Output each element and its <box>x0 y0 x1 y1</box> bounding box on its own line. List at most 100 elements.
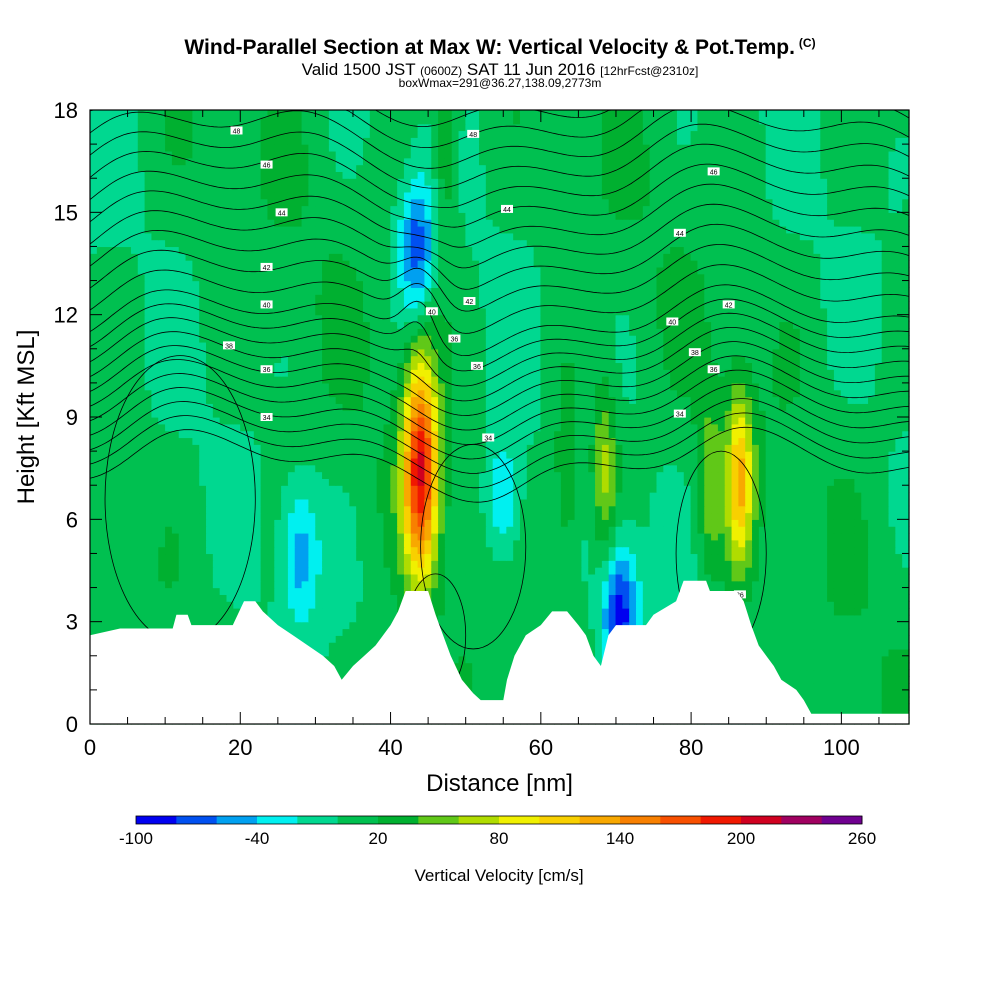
field-cell <box>861 512 869 520</box>
field-cell <box>335 532 344 541</box>
field-cell <box>322 546 330 555</box>
field-cell <box>322 444 330 452</box>
field-cell <box>895 587 903 595</box>
field-cell <box>670 457 678 466</box>
field-cell <box>711 512 719 520</box>
field-cell <box>663 471 671 479</box>
field-cell <box>676 532 685 541</box>
field-cell <box>533 608 542 616</box>
field-cell <box>260 546 269 555</box>
field-cell <box>308 621 316 630</box>
field-cell <box>349 573 357 582</box>
field-cell <box>827 662 835 671</box>
field-cell <box>356 471 364 479</box>
field-cell <box>786 628 794 636</box>
field-cell <box>267 526 275 534</box>
field-cell <box>649 560 658 568</box>
field-cell <box>363 457 371 466</box>
field-cell <box>540 532 548 541</box>
field-cell <box>178 457 187 466</box>
field-cell <box>363 512 371 520</box>
field-cell <box>724 505 733 514</box>
field-cell <box>151 505 159 514</box>
field-cell <box>281 573 289 582</box>
field-cell <box>383 526 391 534</box>
field-cell <box>267 560 275 568</box>
field-cell <box>328 587 337 595</box>
field-cell <box>376 451 385 459</box>
field-cell <box>772 628 780 636</box>
field-cell <box>642 457 651 466</box>
field-cell <box>881 635 890 643</box>
field-cell <box>833 519 842 527</box>
field-cell <box>765 539 774 548</box>
field-cell <box>178 546 187 555</box>
field-cell <box>342 669 350 677</box>
field-cell <box>854 532 862 541</box>
field-cell <box>390 587 398 595</box>
field-cell <box>472 526 480 534</box>
field-cell <box>792 567 801 575</box>
field-cell <box>799 498 808 507</box>
field-cell <box>881 498 890 507</box>
field-cell <box>833 587 842 595</box>
field-cell <box>772 648 780 657</box>
field-cell <box>335 498 344 507</box>
field-cell <box>308 532 316 541</box>
field-cell <box>519 628 528 636</box>
field-cell <box>895 553 903 561</box>
field-cell <box>397 498 405 507</box>
field-cell <box>888 580 896 589</box>
field-cell <box>772 580 780 589</box>
field-cell <box>649 608 658 616</box>
field-cell <box>376 553 385 561</box>
field-cell <box>574 614 582 623</box>
field-cell <box>492 512 501 520</box>
field-cell <box>526 621 535 630</box>
field-cell <box>171 553 180 561</box>
field-cell <box>854 464 862 473</box>
field-cell <box>376 567 385 575</box>
field-cell <box>206 587 214 595</box>
field-cell <box>799 601 808 609</box>
field-cell <box>765 451 774 459</box>
field-cell <box>506 635 514 643</box>
field-cell <box>199 505 207 514</box>
field-cell <box>199 580 207 589</box>
field-cell <box>219 526 228 534</box>
field-cell <box>499 464 507 473</box>
field-cell <box>581 546 589 555</box>
field-cell <box>533 539 542 548</box>
field-cell <box>868 621 876 630</box>
field-cell <box>451 608 460 616</box>
field-cell <box>226 471 234 479</box>
field-cell <box>861 573 869 582</box>
field-cell <box>642 492 651 500</box>
field-cell <box>335 444 344 452</box>
field-cell <box>192 478 200 486</box>
field-cell <box>151 614 159 623</box>
field-cell <box>322 573 330 582</box>
field-cell <box>676 567 685 575</box>
field-cell <box>335 560 344 568</box>
field-cell <box>301 464 309 473</box>
field-cell <box>554 587 562 595</box>
field-cell <box>390 567 398 575</box>
field-cell <box>212 601 221 609</box>
field-cell <box>301 485 309 493</box>
field-cell <box>274 587 282 595</box>
field-cell <box>206 498 214 507</box>
field-cell <box>758 444 767 452</box>
field-cell <box>670 485 678 493</box>
field-cell <box>185 580 193 589</box>
field-cell <box>847 703 855 711</box>
field-cell <box>233 464 241 473</box>
field-cell <box>171 539 180 548</box>
field-cell <box>827 608 835 616</box>
field-cell <box>697 553 705 561</box>
field-cell <box>745 451 753 459</box>
field-cell <box>96 614 105 623</box>
field-cell <box>881 608 890 616</box>
field-cell <box>833 580 842 589</box>
field-cell <box>697 526 705 534</box>
